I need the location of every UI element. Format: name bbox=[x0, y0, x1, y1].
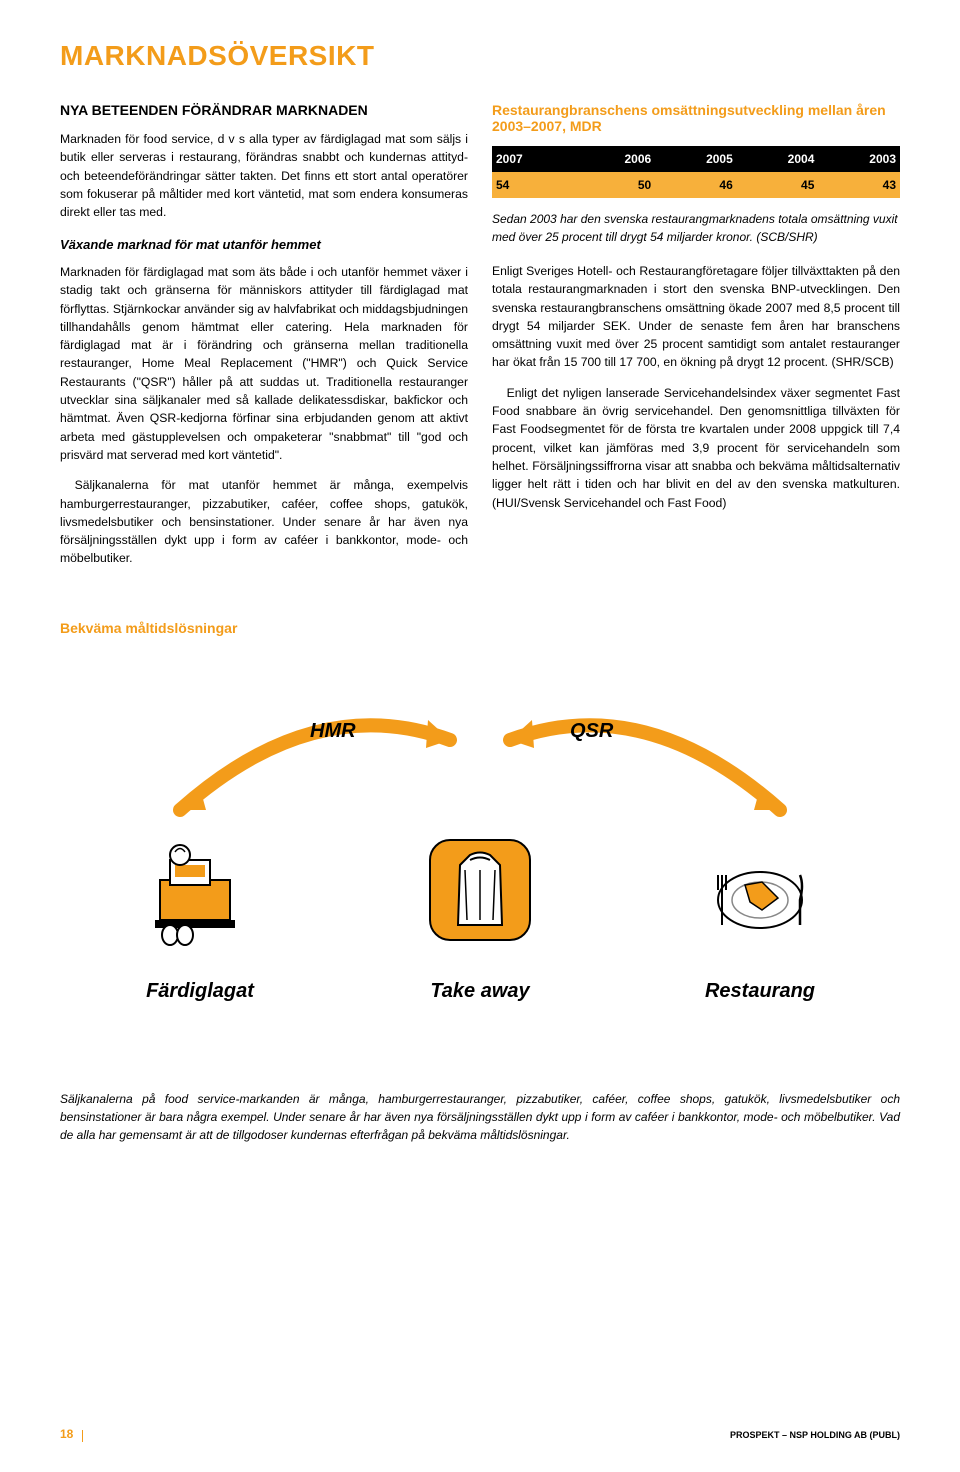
td-2004: 45 bbox=[737, 172, 819, 198]
th-2004: 2004 bbox=[737, 146, 819, 172]
right-p1: Enligt Sveriges Hotell- och Restaurangfö… bbox=[492, 262, 900, 372]
infographic-section: Bekväma måltidslösningar HMR QSR bbox=[60, 620, 900, 1144]
footer-separator bbox=[82, 1430, 83, 1442]
main-columns: NYA BETEENDEN FÖRÄNDRAR MARKNADEN Markna… bbox=[60, 102, 900, 580]
page-footer: 18 PROSPEKT – NSP HOLDING AB (PUBL) bbox=[60, 1427, 900, 1442]
th-2006: 2006 bbox=[574, 146, 656, 172]
cash-register-icon bbox=[140, 830, 260, 950]
left-p3: Säljkanalerna för mat utanför hemmet är … bbox=[60, 476, 468, 567]
td-2005: 46 bbox=[655, 172, 737, 198]
th-2003: 2003 bbox=[818, 146, 900, 172]
icon-ferdiglagat bbox=[100, 830, 300, 955]
category-row: Färdiglagat Take away Restaurang bbox=[60, 980, 900, 1003]
diagram-icon-row bbox=[60, 830, 900, 955]
left-body: Marknaden för food service, d v s alla t… bbox=[60, 130, 468, 568]
revenue-table: 2007 2006 2005 2004 2003 54 50 46 45 43 bbox=[492, 146, 900, 198]
right-column: Restaurangbranschens omsättningsutveckli… bbox=[492, 102, 900, 580]
right-body: Enligt Sveriges Hotell- och Restaurangfö… bbox=[492, 262, 900, 512]
label-qsr: QSR bbox=[570, 720, 613, 743]
infographic-caption: Säljkanalerna på food service-markanden … bbox=[60, 1090, 900, 1144]
table-header-row: 2007 2006 2005 2004 2003 bbox=[492, 146, 900, 172]
td-2006: 50 bbox=[574, 172, 656, 198]
plate-cutlery-icon bbox=[700, 830, 820, 950]
td-2007: 54 bbox=[492, 172, 574, 198]
right-heading: Restaurangbranschens omsättningsutveckli… bbox=[492, 102, 900, 134]
page-number: 18 bbox=[60, 1427, 73, 1441]
page-title: MARKNADSÖVERSIKT bbox=[60, 40, 900, 72]
infographic-heading: Bekväma måltidslösningar bbox=[60, 620, 900, 636]
label-hmr: HMR bbox=[310, 720, 356, 743]
icon-restaurang bbox=[660, 830, 860, 955]
left-column: NYA BETEENDEN FÖRÄNDRAR MARKNADEN Markna… bbox=[60, 102, 468, 580]
takeaway-bag-icon bbox=[420, 830, 540, 950]
diagram: HMR QSR bbox=[60, 660, 900, 1080]
th-2005: 2005 bbox=[655, 146, 737, 172]
left-heading: NYA BETEENDEN FÖRÄNDRAR MARKNADEN bbox=[60, 102, 468, 118]
th-2007: 2007 bbox=[492, 146, 574, 172]
footer-text: PROSPEKT – NSP HOLDING AB (PUBL) bbox=[730, 1430, 900, 1440]
td-2003: 43 bbox=[818, 172, 900, 198]
cat-ferdiglagat: Färdiglagat bbox=[100, 980, 300, 1003]
table-data-row: 54 50 46 45 43 bbox=[492, 172, 900, 198]
cat-restaurang: Restaurang bbox=[660, 980, 860, 1003]
cat-takeaway: Take away bbox=[380, 980, 580, 1003]
left-p2: Marknaden för färdiglagad mat som äts bå… bbox=[60, 263, 468, 464]
right-p2: Enligt det nyligen lanserade Servicehand… bbox=[492, 384, 900, 512]
table-caption: Sedan 2003 har den svenska restaurangmar… bbox=[492, 210, 900, 246]
diagram-arcs bbox=[150, 670, 810, 820]
left-subheading: Växande marknad för mat utanför hemmet bbox=[60, 235, 468, 255]
icon-takeaway bbox=[380, 830, 580, 955]
left-p1: Marknaden för food service, d v s alla t… bbox=[60, 130, 468, 221]
